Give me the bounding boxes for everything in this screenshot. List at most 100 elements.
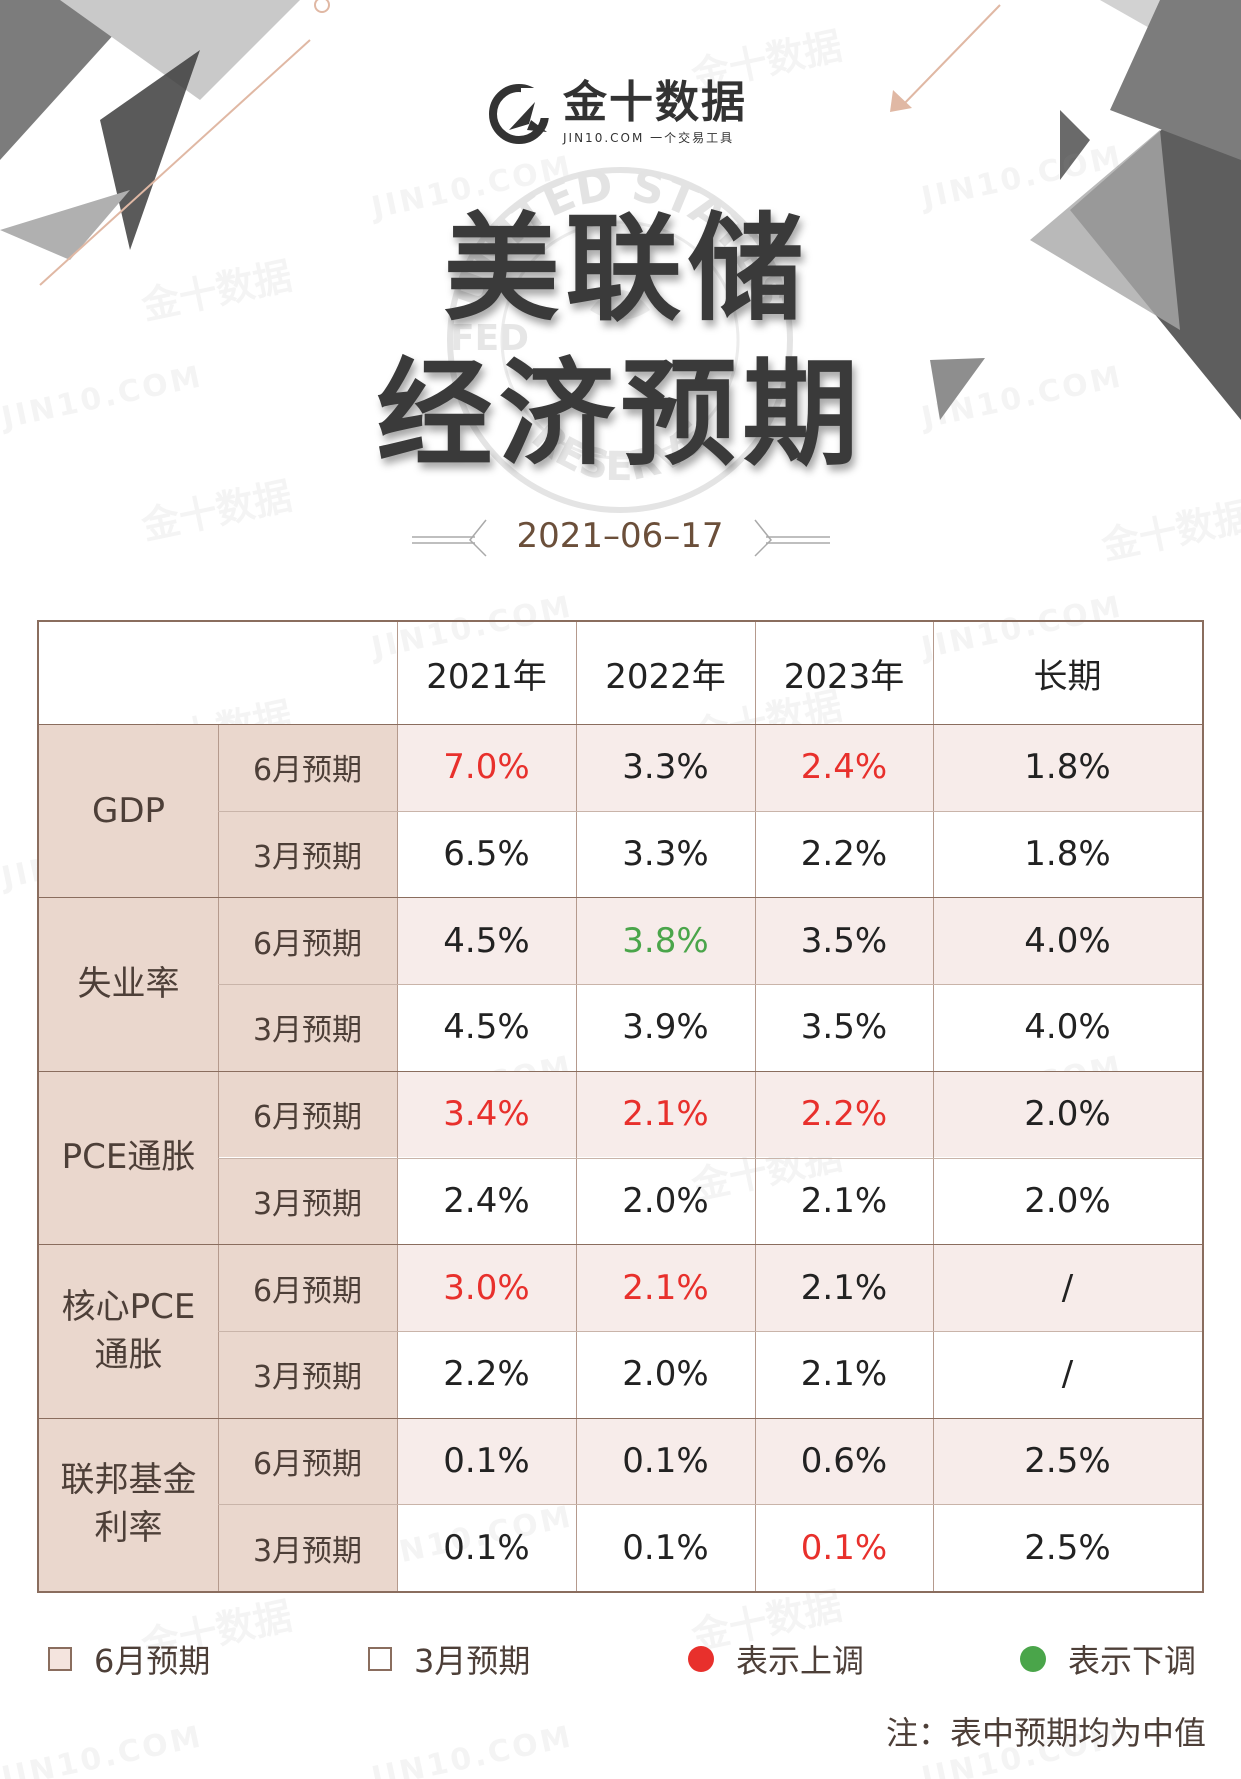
forecast-label: 3月预期 (218, 1157, 397, 1245)
seal-left-text: FED (450, 318, 529, 359)
report-date: 2021–06–17 (516, 516, 724, 556)
table-cell: 2.1% (576, 1244, 755, 1331)
forecast-label: 6月预期 (218, 897, 397, 985)
column-header: 2022年 (605, 656, 726, 697)
page-title-line1: 美联储 (443, 202, 810, 337)
watermark: JIN10.COM (368, 1719, 577, 1779)
table-corner (39, 622, 397, 724)
table-cell: 4.5% (443, 1007, 530, 1048)
legend-june: 6月预期 (48, 1636, 210, 1682)
brand-logo: 金十数据 JIN10.COM 一个交易工具 (487, 72, 757, 152)
forecast-label: 3月预期 (218, 1504, 397, 1591)
table-cell: 2.4% (443, 1180, 530, 1221)
page-title-line2: 经济预期 (376, 347, 865, 482)
date-row: 2021–06–17 (0, 510, 1241, 562)
table-cell: 2.0% (622, 1180, 709, 1221)
category-label: GDP (39, 724, 218, 898)
forecast-label: 6月预期 (218, 1417, 397, 1505)
table-cell: 4.0% (1024, 1007, 1111, 1048)
brand-name: 金十数据 (563, 76, 747, 128)
table-cell: 2.2% (755, 1070, 933, 1158)
table-cell: 0.1% (576, 1417, 755, 1505)
table-cell: 3.4% (397, 1070, 576, 1158)
forecast-label: 6月预期 (218, 724, 397, 811)
table-cell: 2.4% (755, 724, 933, 811)
table-cell: 0.6% (755, 1417, 933, 1505)
category-label: 核心PCE 通胀 (39, 1244, 218, 1418)
brand-tagline: JIN10.COM 一个交易工具 (563, 130, 735, 145)
table-cell: 2.0% (1024, 1180, 1111, 1221)
table-cell: 3.8% (576, 897, 755, 985)
table-cell: 7.0% (397, 724, 576, 811)
grid-line (218, 1157, 1202, 1159)
column-header: 2021年 (426, 656, 547, 697)
table-cell: 6.5% (443, 834, 530, 875)
grid-line (755, 622, 756, 1591)
legend-down: 表示下调 (1020, 1636, 1196, 1682)
table-cell: 4.0% (933, 897, 1202, 985)
legend-down-label: 表示下调 (1068, 1642, 1197, 1680)
table-cell: 2.1% (800, 1354, 888, 1395)
grid-line (39, 1070, 1202, 1072)
table-cell: 2.1% (800, 1180, 888, 1221)
table-cell: 0.1% (622, 1527, 709, 1568)
grid-line (218, 984, 1202, 986)
forecast-label: 6月预期 (218, 1244, 397, 1331)
table-cell: / (1061, 1354, 1074, 1395)
table-cell: 3.3% (576, 724, 755, 811)
table-cell: 0.1% (800, 1527, 888, 1568)
column-header: 长期 (1033, 656, 1102, 697)
category-label: 失业率 (39, 897, 218, 1071)
table-cell: 2.1% (755, 1244, 933, 1331)
grid-line (39, 897, 1202, 899)
grid-line (397, 622, 398, 1591)
table-cell: 3.0% (397, 1244, 576, 1331)
table-cell: 0.1% (443, 1527, 530, 1568)
table-cell: 4.5% (397, 897, 576, 985)
grid-line (218, 1504, 1202, 1506)
forecast-label: 3月预期 (218, 810, 397, 898)
watermark: JIN10.COM (0, 1719, 207, 1779)
forecast-label: 6月预期 (218, 1070, 397, 1158)
legend-march-label: 3月预期 (414, 1642, 531, 1680)
logo-mark-icon (489, 84, 551, 144)
table-cell: / (933, 1244, 1202, 1331)
table-cell: 2.0% (933, 1070, 1202, 1158)
category-label: PCE通胀 (39, 1070, 218, 1245)
grid-line (218, 1330, 1202, 1332)
grid-line (39, 1244, 1202, 1246)
legend-up-label: 表示上调 (736, 1642, 865, 1680)
grid-line (39, 724, 1202, 725)
table-cell: 3.3% (622, 834, 709, 875)
forecast-label: 3月预期 (218, 984, 397, 1071)
table-cell: 1.8% (933, 724, 1202, 811)
legend-june-swatch (48, 1647, 72, 1671)
projections-table: 2021年 2022年 2023年 长期 GDP 6月预期 7.0% 3.3% 2.4% 1.8%… (37, 620, 1204, 1593)
column-header: 2023年 (783, 656, 905, 697)
table-cell: 3.5% (800, 1007, 888, 1048)
legend-march-swatch (368, 1647, 392, 1671)
grid-line (576, 622, 577, 1591)
grid-line (933, 622, 934, 1591)
forecast-label: 3月预期 (218, 1330, 397, 1418)
table-cell: 2.5% (1024, 1527, 1111, 1568)
table-cell: 2.5% (933, 1417, 1202, 1505)
grid-line (218, 810, 1202, 812)
fed-seal-watermark: UNITED STATES RESERVE FED (444, 160, 796, 513)
table-cell: 0.1% (397, 1417, 576, 1505)
grid-line (39, 1417, 1202, 1419)
table-cell: 2.1% (576, 1070, 755, 1158)
legend-down-dot-icon (1020, 1646, 1046, 1672)
legend-june-label: 6月预期 (94, 1642, 211, 1680)
table-cell: 2.2% (443, 1354, 530, 1395)
table-cell: 1.8% (1024, 834, 1111, 875)
table-cell: 2.2% (800, 834, 888, 875)
table-cell: 3.9% (622, 1007, 709, 1048)
footnote: 注：表中预期均为中值 (885, 1714, 1206, 1752)
table-cell: 3.5% (755, 897, 933, 985)
category-label: 联邦基金 利率 (39, 1417, 218, 1591)
legend-march: 3月预期 (368, 1636, 530, 1682)
legend-up: 表示上调 (688, 1636, 864, 1682)
legend-up-dot-icon (688, 1646, 714, 1672)
table-cell: 2.0% (622, 1354, 709, 1395)
